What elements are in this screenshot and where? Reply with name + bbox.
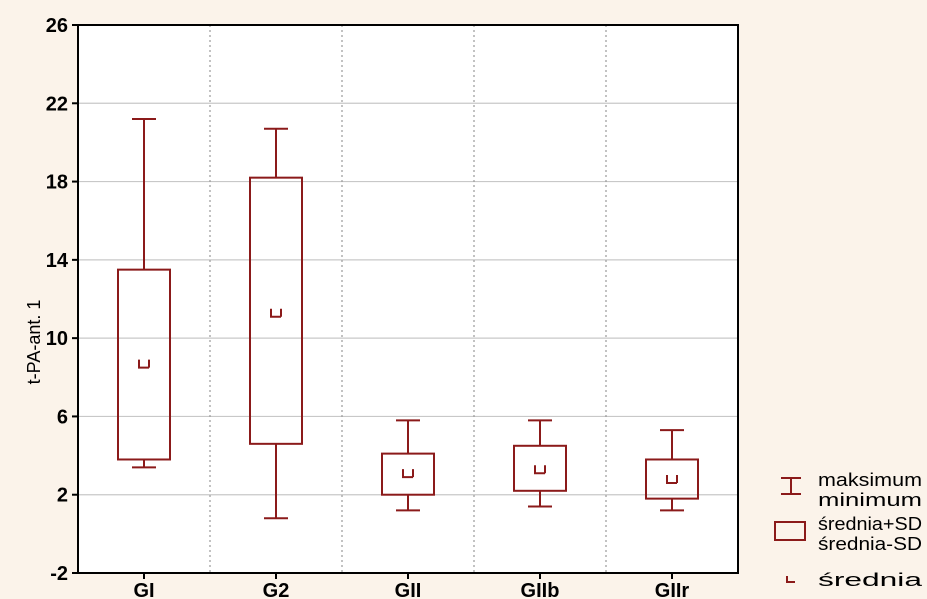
y-tick-label: 22 (46, 93, 68, 115)
y-tick-label: 6 (57, 406, 68, 428)
mean-marker (138, 359, 150, 369)
legend-label: średnia-SD (818, 534, 922, 554)
mean-marker (270, 308, 282, 318)
y-axis-label: t-PA-ant. 1 (24, 300, 44, 385)
legend-label: minimum (818, 490, 922, 510)
legend-label: maksimum (818, 470, 922, 490)
box-group (249, 127, 303, 520)
x-axis-ticks: GI G2 GII GIIb GIIr (133, 573, 689, 599)
y-tick-label: 14 (46, 250, 69, 272)
x-tick-label: GI (133, 580, 154, 599)
box-group (513, 419, 567, 508)
sd-box (381, 452, 435, 496)
legend-item: średnia (786, 570, 924, 590)
sd-box (117, 268, 171, 461)
box-group (381, 419, 435, 512)
legend: maksimumminimumśrednia+SDśrednia-SDśredn… (774, 470, 924, 590)
x-tick-label: GII (395, 580, 422, 599)
legend-label: średnia (818, 570, 924, 590)
y-tick-label: 18 (46, 172, 68, 194)
x-tick-label: GIIb (521, 580, 560, 599)
legend-label: średnia+SD (818, 514, 922, 534)
sd-box (645, 458, 699, 500)
y-tick-label: 2 (57, 485, 68, 507)
grid-lines (78, 25, 738, 573)
box-series (117, 117, 699, 520)
box-group (645, 429, 699, 512)
x-tick-label: GIIr (655, 580, 690, 599)
plot-background (78, 25, 738, 573)
sd-box (249, 176, 303, 445)
sd-box (513, 444, 567, 492)
mean-marker (402, 469, 414, 479)
legend-mean-symbol (786, 576, 795, 583)
box-group (117, 117, 171, 469)
y-tick-label: 10 (46, 328, 68, 350)
y-tick-label: 26 (46, 15, 68, 37)
x-tick-label: G2 (263, 580, 290, 599)
mean-marker (534, 465, 546, 475)
mean-marker (666, 475, 678, 485)
legend-box-symbol (774, 521, 806, 541)
y-tick-label: -2 (50, 563, 68, 585)
